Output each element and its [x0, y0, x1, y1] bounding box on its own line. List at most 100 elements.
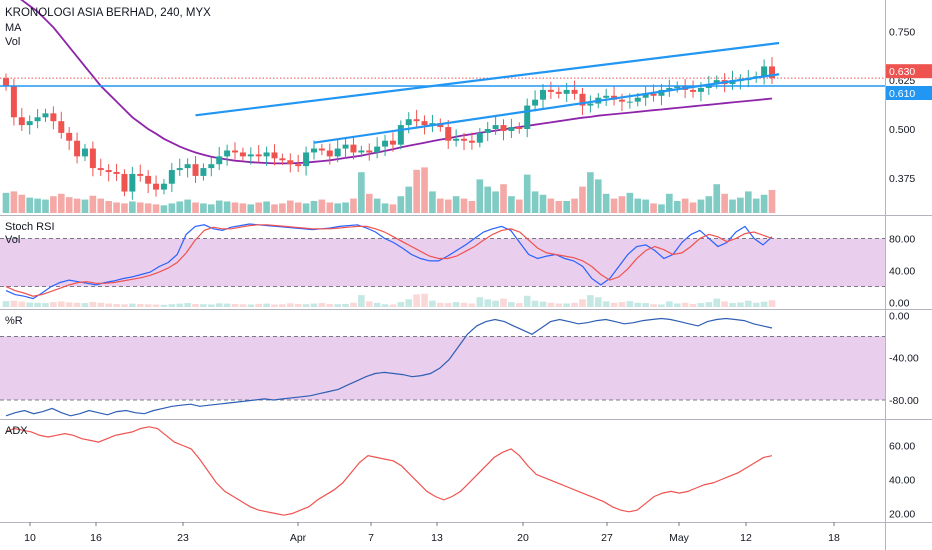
stoch-volume-bar — [484, 299, 492, 307]
stoch-volume-bar — [89, 301, 97, 307]
channel-lower-line[interactable] — [313, 73, 780, 144]
adx-tick-label: 20.00 — [889, 509, 915, 521]
volume-bar — [563, 201, 570, 213]
volume-bar — [413, 169, 420, 213]
volume-bar — [713, 184, 721, 213]
candle-body — [358, 150, 365, 153]
stoch-volume-bar — [176, 303, 184, 307]
volume-bar — [358, 172, 365, 213]
volume-bar — [200, 203, 207, 213]
stoch-volume-bar — [334, 304, 341, 307]
stoch-volume-bar — [705, 302, 713, 307]
stoch-volume-bar — [673, 303, 681, 307]
stoch-volume-bar — [184, 303, 191, 307]
stoch-volume-bar — [587, 295, 594, 307]
stoch-volume-bar — [65, 302, 73, 307]
time-tick-label: 7 — [368, 532, 374, 544]
candle-body — [239, 152, 246, 157]
stoch-volume-bar — [666, 301, 673, 307]
volume-bar — [34, 198, 41, 213]
stoch-volume-bar — [121, 304, 128, 307]
stoch-volume-bar — [263, 303, 270, 307]
stoch-volume-bar — [658, 304, 665, 307]
volume-bar — [452, 196, 460, 213]
stoch-line-2 — [5, 224, 773, 297]
chart-title: KRONOLOGI ASIA BERHAD, 240, MYX — [5, 7, 211, 19]
volume-bar — [302, 203, 310, 213]
volume-bar — [650, 203, 657, 213]
stoch-volume-bar — [476, 297, 484, 307]
price-label-badge — [886, 64, 932, 79]
candle-body — [310, 148, 317, 153]
candle-body — [97, 168, 104, 171]
stoch-volume-bar — [42, 303, 49, 307]
stoch-tick-label: 0.00 — [889, 298, 910, 310]
volume-bar — [326, 202, 334, 213]
stoch-volume-bar — [97, 302, 105, 307]
stoch-volume-bar — [144, 304, 152, 307]
stoch-volume-bar — [358, 295, 365, 307]
candle-body — [74, 140, 81, 157]
volume-bar — [381, 203, 389, 213]
volume-bar — [42, 199, 49, 213]
adx-tick-label: 60.00 — [889, 441, 915, 453]
stoch-volume-bar — [468, 303, 476, 307]
stoch-volume-bar — [2, 301, 10, 307]
stoch-volume-bar — [515, 303, 523, 307]
candle-body — [18, 117, 25, 126]
candle-body — [587, 103, 594, 106]
volume-bar — [658, 204, 665, 213]
stoch-volume-bar — [752, 302, 760, 307]
stoch-volume-bar — [744, 300, 752, 307]
volume-bar — [500, 184, 507, 213]
volume-bar — [231, 202, 239, 213]
volume-bar — [279, 203, 286, 213]
candle-body — [445, 127, 452, 141]
stoch-volume-bar — [223, 303, 231, 307]
wr-line-1 — [5, 317, 773, 417]
stoch-volume-bar — [429, 300, 436, 307]
volume-bar — [152, 204, 160, 213]
volume-bar — [508, 196, 515, 213]
channel-upper-line[interactable] — [195, 41, 780, 117]
candle-body — [761, 66, 768, 77]
stoch-volume-bar — [192, 303, 199, 307]
stoch-volume-bar — [215, 303, 223, 307]
candle-body — [713, 80, 720, 85]
vol-legend-label: Vol — [5, 36, 21, 48]
candle-body — [382, 140, 389, 147]
volume-bar — [215, 200, 223, 213]
volume-bar — [515, 199, 523, 213]
stoch-volume-bar — [760, 301, 768, 307]
volume-bar — [184, 199, 191, 213]
stoch-volume-bar — [555, 303, 563, 307]
volume-bar — [421, 167, 428, 213]
volume-bar — [310, 201, 318, 213]
volume-bar — [737, 197, 744, 213]
time-tick-label: May — [669, 532, 690, 544]
stoch-volume-bar — [634, 302, 642, 307]
volume-bar — [271, 204, 278, 213]
candle-body — [303, 152, 310, 167]
volume-bar — [626, 192, 634, 213]
volume-bar — [539, 194, 547, 213]
volume-bar — [350, 198, 357, 213]
candle-body — [295, 164, 302, 167]
volume-bar — [468, 201, 476, 213]
volume-bar — [642, 199, 649, 213]
candle-body — [697, 87, 704, 92]
volume-bar — [18, 194, 26, 213]
volume-bar — [239, 203, 247, 213]
stoch-volume-bar — [768, 300, 776, 307]
candle-body — [618, 99, 625, 102]
stoch-subtitle: Vol — [5, 234, 20, 246]
volume-bar — [571, 198, 578, 213]
volume-bar — [247, 204, 255, 213]
candle-body — [287, 160, 294, 165]
volume-bar — [373, 198, 381, 213]
candle-body — [271, 152, 278, 159]
volume-bar — [602, 193, 610, 213]
stoch-volume-bar — [626, 301, 634, 307]
candle-body — [579, 93, 586, 106]
